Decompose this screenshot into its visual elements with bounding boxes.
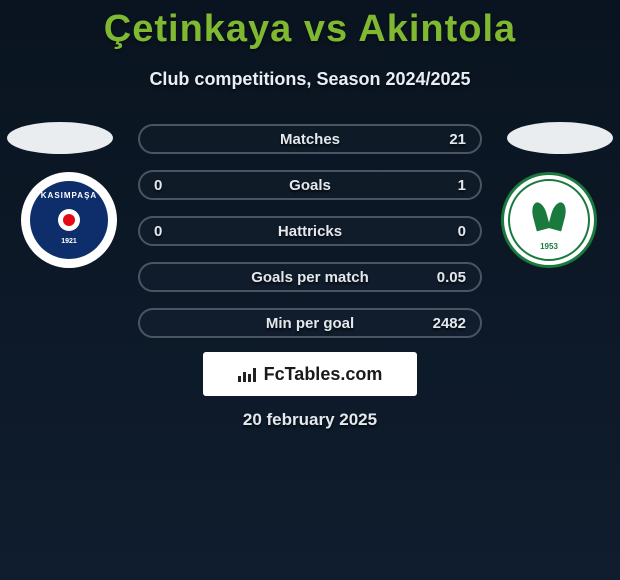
season-subtitle: Club competitions, Season 2024/2025 — [0, 69, 620, 90]
stat-row-min-per-goal: Min per goal 2482 — [138, 308, 482, 338]
player-avatar-left — [7, 122, 113, 154]
stat-right-value: 21 — [449, 131, 466, 148]
stat-left-value: 0 — [154, 177, 162, 194]
stat-left-value: 0 — [154, 223, 162, 240]
stat-label: Hattricks — [278, 223, 342, 240]
stat-right-value: 0 — [458, 223, 466, 240]
club-badge-right: 1953 — [501, 172, 597, 268]
tea-leaf-icon — [531, 202, 567, 238]
stat-row-goals: 0 Goals 1 — [138, 170, 482, 200]
stat-label: Goals per match — [251, 269, 369, 286]
crest-year-right: 1953 — [540, 242, 558, 251]
bar-chart-icon — [238, 366, 258, 382]
kasimpasa-crest: KASIMPAŞA 1921 — [30, 181, 108, 259]
comparison-date: 20 february 2025 — [0, 410, 620, 430]
stat-right-value: 1 — [458, 177, 466, 194]
stats-container: Matches 21 0 Goals 1 0 Hattricks 0 Goals… — [138, 124, 482, 354]
stat-right-value: 2482 — [433, 315, 466, 332]
fctables-branding[interactable]: FcTables.com — [203, 352, 417, 396]
rizespor-crest: 1953 — [508, 179, 590, 261]
crest-top-text: KASIMPAŞA — [41, 191, 97, 200]
club-badge-left: KASIMPAŞA 1921 — [21, 172, 117, 268]
player-avatar-right — [507, 122, 613, 154]
stat-row-matches: Matches 21 — [138, 124, 482, 154]
stat-row-goals-per-match: Goals per match 0.05 — [138, 262, 482, 292]
stat-row-hattricks: 0 Hattricks 0 — [138, 216, 482, 246]
stat-right-value: 0.05 — [437, 269, 466, 286]
crest-year: 1921 — [61, 238, 77, 245]
comparison-title: Çetinkaya vs Akintola — [0, 0, 620, 51]
turkey-flag-icon — [63, 214, 75, 226]
stat-label: Matches — [280, 131, 340, 148]
branding-text: FcTables.com — [264, 364, 383, 385]
stat-label: Goals — [289, 177, 331, 194]
stat-label: Min per goal — [266, 315, 354, 332]
